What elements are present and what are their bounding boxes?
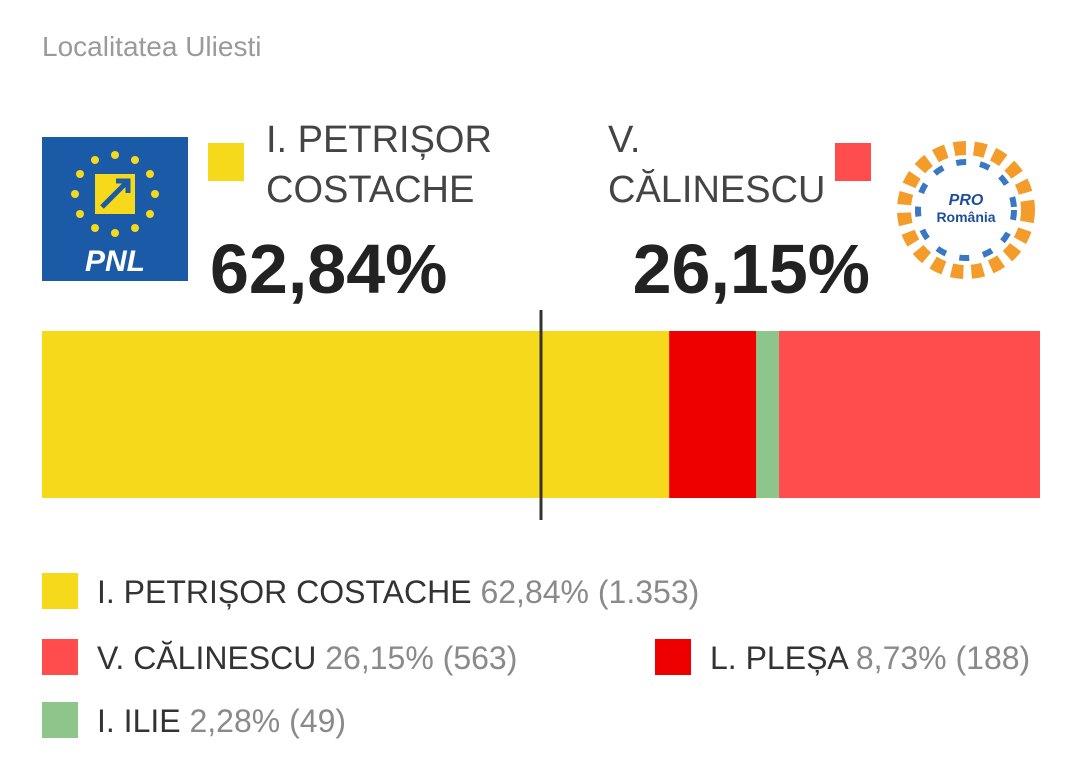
legend-label: I. PETRIȘOR COSTACHE (97, 574, 472, 610)
legend-votes: (1.353) (598, 574, 699, 610)
bar-segment (669, 331, 757, 498)
candidate-name: CĂLINESCU (608, 168, 826, 211)
legend-swatch (835, 143, 871, 181)
legend-label: V. CĂLINESCU (97, 640, 316, 676)
headline-value: 26,15% (633, 230, 870, 308)
legend-label: I. ILIE (97, 703, 181, 739)
legend-entry: I. ILIE 2,28% (49) (97, 703, 346, 739)
logo-text: PNL (85, 245, 145, 278)
bar-segment (756, 331, 780, 498)
legend-votes: (563) (443, 640, 518, 676)
legend-swatch (208, 143, 244, 181)
bar-segment (42, 331, 670, 498)
legend-swatch (42, 702, 78, 738)
legend-entry: V. CĂLINESCU 26,15% (563) (97, 640, 517, 676)
logo-stars (71, 151, 159, 237)
candidate-name: V. (608, 119, 640, 161)
legend-value: 8,73% (856, 640, 947, 676)
legend-votes: (49) (289, 703, 346, 739)
legend-value: 26,15% (325, 640, 434, 676)
legend-swatch (42, 573, 78, 609)
legend-entry: L. PLEȘA 8,73% (188) (710, 640, 1030, 676)
legend-swatch (655, 639, 691, 675)
legend-entry: I. PETRIȘOR COSTACHE 62,84% (1.353) (97, 574, 699, 610)
candidate-name: I. PETRIȘOR (266, 119, 492, 161)
pro-logo-ring (897, 141, 1035, 279)
candidate-name: COSTACHE (266, 169, 474, 211)
legend-label: L. PLEȘA (710, 640, 849, 676)
bar-segment (779, 331, 1040, 498)
legend-votes: (188) (956, 640, 1031, 676)
legend-swatch (42, 639, 78, 675)
headline-value: 62,84% (210, 230, 447, 308)
logo-text: România (936, 209, 995, 225)
legend-value: 62,84% (480, 574, 589, 610)
pro-logo-inner (915, 159, 1017, 261)
logo-text: PRO (949, 192, 984, 209)
chart-title: Localitatea Uliesti (42, 31, 261, 62)
logo-arrow (100, 178, 131, 209)
legend-value: 2,28% (189, 703, 280, 739)
